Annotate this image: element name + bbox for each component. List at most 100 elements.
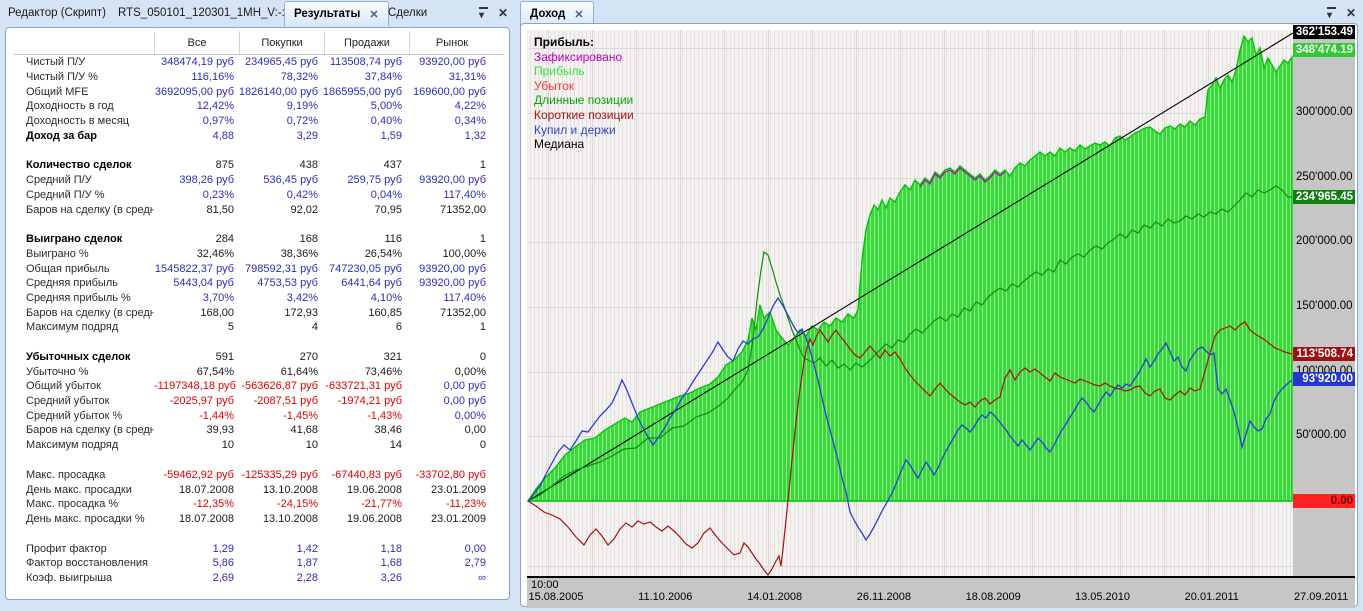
table-row: Чистый П/У 348474,19 руб 234965,45 руб 1135… [14, 55, 504, 70]
cell: 71352,00 [440, 306, 486, 319]
column-header: Продажи [324, 31, 409, 54]
tab-editor[interactable]: Редактор (Скрипт) [8, 7, 107, 19]
cell: 100,00% [442, 247, 486, 260]
tab-chart-file[interactable]: RTS_050101_120301_1MH_V:-:15M [118, 7, 308, 19]
table-row: Макс. просадка -59462,92 руб -125335,29 ру… [14, 468, 504, 483]
cell: 37,84% [364, 71, 402, 84]
tab-income[interactable]: Доход ✕ [520, 1, 594, 26]
right-panel-close-icon[interactable]: ✕ [1346, 6, 1357, 20]
legend-item: Убыток [534, 78, 575, 93]
cell: 0,00 [464, 542, 486, 555]
cell: 93920,00 руб [419, 277, 486, 290]
cell: 93920,00 руб [419, 262, 486, 275]
row-label: Доходность в месяц [26, 115, 130, 128]
cell: 23.01.2009 [430, 512, 486, 525]
tab-list-chevron-down-icon[interactable]: ▾ [479, 7, 488, 22]
table-row: Количество сделок 875 438 437 1 [14, 158, 504, 173]
cell: 3692095,00 руб [154, 85, 234, 98]
legend-item: Прибыль [534, 64, 585, 79]
row-label: Средний П/У [26, 174, 92, 187]
cell: 398,26 руб [179, 174, 234, 187]
table-row: Баров на сделку (в среднем 168,00 172,93 16… [14, 305, 504, 320]
table-row: Средний убыток -2025,97 руб -2087,51 руб -1… [14, 394, 504, 409]
cell: 1545822,37 руб [154, 262, 234, 275]
cell: 32,46% [196, 247, 234, 260]
row-label: Общая прибыль [26, 262, 110, 275]
cell: 875 [215, 159, 234, 172]
table-row: Максимум подряд 10 10 14 0 [14, 438, 504, 453]
cell: 0,04% [370, 188, 402, 201]
cell: 1 [479, 321, 486, 334]
cell: 2,28 [296, 571, 318, 584]
axis-tick-label: 50'000.00 [1296, 429, 1347, 442]
cell: 168 [299, 233, 318, 246]
cell: 113508,74 руб [329, 56, 402, 69]
table-row: Макс. просадка % -12,35% -24,15% -21,77% -11… [14, 497, 504, 512]
tab-trades[interactable]: Сделки [388, 7, 428, 19]
right-tab-bar: Доход ✕ [517, 0, 1363, 27]
row-label: Средний убыток [26, 395, 110, 408]
cell: 1,32 [464, 129, 486, 142]
legend-title: Прибыль: [534, 35, 594, 49]
cell: 10 [305, 439, 318, 452]
table-row: Общая прибыль 1545822,37 руб 798592,31 руб… [14, 261, 504, 276]
table-row: Баров на сделку (в среднем 81,50 92,02 70,9… [14, 202, 504, 217]
tab-results[interactable]: Результаты ✕ [284, 1, 389, 26]
gridline [527, 48, 1293, 50]
cell: 1 [479, 233, 486, 246]
cell: 284 [215, 233, 234, 246]
table-header-row: Все Покупки Продажи Рынок [14, 31, 504, 55]
row-label: Убыточно % [26, 365, 89, 378]
cell: 12,42% [196, 100, 234, 113]
row-label: Количество сделок [26, 159, 132, 172]
cell: 0,23% [202, 188, 234, 201]
axis-tick-label: 250'000.00 [1296, 170, 1353, 183]
cell: 5,86 [212, 557, 234, 570]
cell: -12,35% [193, 498, 234, 511]
y-axis-strip: 300'000.00 250'000.00 200'000.00 150'000.00… [1293, 25, 1355, 576]
profit-chart-plot[interactable]: Прибыль: Зафиксировано Прибыль Убыток Длинны… [527, 30, 1293, 576]
table-row: Средняя прибыль % 3,70% 3,42% 4,10% 117,40% [14, 291, 504, 306]
table-row: Доходность в месяц 0,97% 0,72% 0,40% 0,34% [14, 114, 504, 129]
column-header: Покупки [239, 31, 324, 54]
left-panel-close-icon[interactable]: ✕ [498, 6, 509, 20]
table-row: Средний убыток % -1,44% -1,45% -1,43% 0,00% [14, 408, 504, 423]
section-gap [14, 217, 504, 232]
cell: -1,45% [283, 409, 318, 422]
cell: -563626,87 руб [241, 380, 318, 393]
x-axis-strip: 10:00 15.08.2005 11.10.2006 14.01.2008 26.1… [527, 576, 1355, 608]
table-row: Средний П/У 398,26 руб 536,45 руб 259,75 ру… [14, 173, 504, 188]
cell: 321 [383, 351, 402, 364]
cell: 81,50 [206, 203, 234, 216]
row-label: Общий MFE [26, 85, 89, 98]
cell: 71352,00 [440, 203, 486, 216]
tab-list-chevron-down-icon[interactable]: ▾ [1327, 7, 1336, 22]
series-line [527, 296, 1293, 542]
axis-time-label: 10:00 [531, 579, 559, 591]
row-label: Макс. просадка % [26, 498, 119, 511]
cell: 67,54% [196, 365, 234, 378]
cell: 1 [479, 159, 486, 172]
gridline [527, 565, 1293, 567]
row-label: Максимум подряд [26, 439, 119, 452]
tab-close-icon[interactable]: ✕ [574, 8, 584, 21]
cell: -21,77% [361, 498, 402, 511]
cell: 117,40% [443, 291, 486, 304]
cell: 26,54% [364, 247, 402, 260]
tab-close-icon[interactable]: ✕ [369, 8, 379, 21]
section-gap [14, 453, 504, 468]
cell: -2087,51 руб [253, 395, 318, 408]
legend-item: Купил и держи [534, 122, 616, 137]
row-label: Профит фактор [26, 542, 107, 555]
axis-date-label: 15.08.2005 [528, 591, 584, 603]
cell: 18.07.2008 [178, 483, 234, 496]
axis-tick-label: 150'000.00 [1296, 299, 1353, 312]
row-label: Фактор восстановления [26, 557, 148, 570]
cell: 41,68 [290, 424, 318, 437]
cell: 93920,00 руб [419, 174, 486, 187]
axis-date-label: 13.05.2010 [1074, 591, 1131, 603]
cell: 4753,53 руб [257, 277, 318, 290]
cell: 10 [221, 439, 234, 452]
cell: -67440,83 руб [331, 468, 402, 481]
table-row: Профит фактор 1,29 1,42 1,18 0,00 [14, 541, 504, 556]
